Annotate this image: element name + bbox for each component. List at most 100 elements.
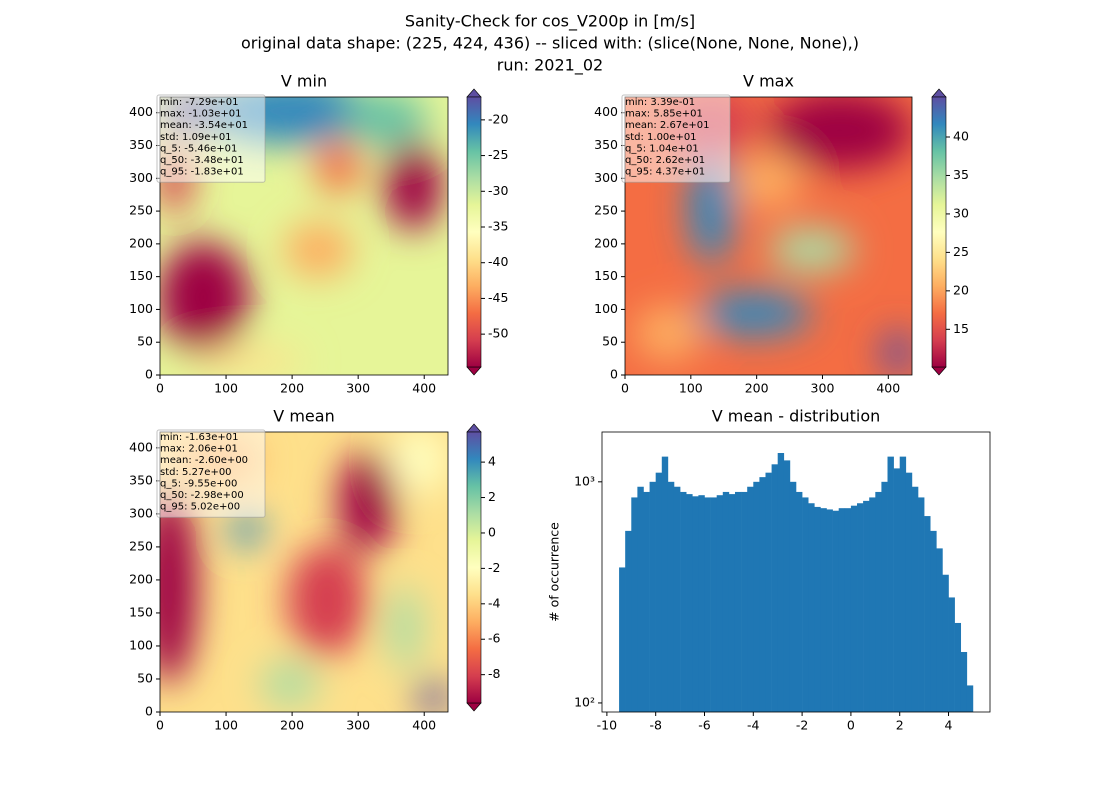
colorbar-tick-label: 20 — [953, 282, 969, 297]
y-tick-label: 350 — [594, 137, 618, 152]
x-tick-label: 0 — [847, 718, 855, 733]
heatmap-blob — [160, 488, 198, 684]
stats-line: q_95: -1.83e+01 — [160, 167, 244, 178]
bar — [655, 472, 663, 712]
bar — [863, 500, 870, 712]
bar — [905, 472, 913, 712]
stats-line: max: 5.85e+01 — [625, 109, 703, 120]
bar — [686, 494, 693, 712]
x-tick-label: -4 — [747, 718, 760, 733]
stats-line: q_5: 1.04e+01 — [625, 143, 699, 154]
bar — [771, 464, 778, 712]
y-tick-label: 250 — [594, 203, 618, 218]
heatmap-blob — [390, 432, 448, 494]
x-tick-label: 0 — [156, 381, 164, 396]
bar — [850, 505, 858, 712]
bar — [844, 508, 852, 712]
axes-frame — [159, 96, 449, 376]
bar — [948, 597, 955, 712]
axes-frame — [159, 431, 449, 713]
bar — [802, 497, 809, 712]
bar — [936, 548, 943, 712]
bar — [649, 481, 656, 712]
bar — [789, 481, 797, 712]
colorbar-tick-label: -20 — [488, 111, 508, 126]
y-tick-label: 350 — [129, 137, 153, 152]
y-tick-label: 10² — [574, 694, 595, 709]
bar — [893, 468, 901, 712]
heatmap-blob — [260, 661, 319, 707]
bar — [765, 472, 772, 712]
figure-title: original data shape: (225, 424, 436) -- … — [241, 34, 859, 53]
colorbar-tick-label: -30 — [488, 183, 508, 198]
y-tick-label: 300 — [129, 170, 153, 185]
colorbar-tick-label: -45 — [488, 290, 508, 305]
bar — [667, 481, 675, 712]
bar — [881, 481, 888, 712]
stats-line: q_50: 2.62e+01 — [625, 155, 705, 166]
bar — [625, 530, 632, 712]
y-tick-label: 100 — [129, 637, 153, 652]
stats-line: mean: 2.67e+01 — [625, 120, 709, 131]
heatmap-blob — [384, 141, 443, 231]
bar — [728, 494, 736, 712]
colorbar-tick-label: 25 — [953, 244, 969, 259]
bar — [747, 486, 754, 712]
heatmap-blob — [283, 222, 353, 278]
bar — [875, 491, 882, 712]
heatmap-blob — [633, 305, 703, 362]
colorbar-tick-label: 30 — [953, 205, 969, 220]
colorbar — [931, 96, 947, 368]
bar — [924, 516, 931, 712]
bar — [704, 497, 711, 712]
bar — [869, 497, 876, 712]
x-tick-label: -10 — [597, 718, 617, 733]
colorbar-extend — [466, 423, 482, 433]
heatmap-blob — [768, 97, 912, 170]
stats-box — [156, 94, 266, 183]
axes-title: V min — [281, 72, 327, 91]
bar — [911, 486, 919, 712]
bar — [796, 491, 803, 712]
heatmap-blob — [387, 586, 423, 670]
colorbar-tick-label: -6 — [488, 631, 501, 646]
bar — [692, 496, 699, 712]
colorbar-tick-label: -2 — [488, 560, 500, 575]
x-tick-label: 0 — [156, 718, 164, 733]
y-tick-label: 0 — [145, 367, 153, 382]
heatmap-blob — [286, 544, 368, 656]
y-tick-label: 400 — [129, 104, 153, 119]
y-tick-label: 200 — [129, 571, 153, 586]
bar — [661, 456, 669, 712]
bar — [960, 651, 968, 712]
axes-frame — [624, 96, 913, 376]
stats-line: q_50: -2.98e+00 — [160, 490, 244, 501]
y-tick-label: 400 — [594, 104, 618, 119]
heatmap-blob — [734, 152, 803, 209]
bar — [887, 456, 894, 712]
stats-line: std: 1.00e+01 — [625, 132, 697, 143]
x-tick-label: -6 — [698, 718, 711, 733]
colorbar-extend — [466, 88, 482, 98]
y-tick-label: 50 — [137, 670, 153, 685]
y-tick-label: 200 — [594, 235, 618, 250]
x-tick-label: 200 — [280, 718, 304, 733]
bar — [966, 685, 974, 712]
stats-line: q_95: 5.02e+00 — [160, 502, 240, 513]
y-tick-label: 250 — [129, 538, 153, 553]
bar — [942, 574, 949, 712]
colorbar-extend — [466, 702, 482, 712]
figure-title: Sanity-Check for cos_V200p in [m/s] — [405, 12, 695, 32]
colorbar-tick-label: -35 — [488, 219, 508, 234]
colorbar-tick-label: -40 — [488, 254, 508, 269]
x-tick-label: 200 — [745, 381, 769, 396]
colorbar — [466, 431, 482, 704]
y-tick-label: 150 — [594, 268, 618, 283]
y-tick-label: 200 — [129, 235, 153, 250]
x-tick-label: -8 — [649, 718, 662, 733]
stats-box — [156, 429, 266, 518]
bar — [643, 491, 650, 712]
x-tick-label: 100 — [679, 381, 703, 396]
bar — [680, 491, 687, 712]
y-tick-label: 300 — [129, 505, 153, 520]
